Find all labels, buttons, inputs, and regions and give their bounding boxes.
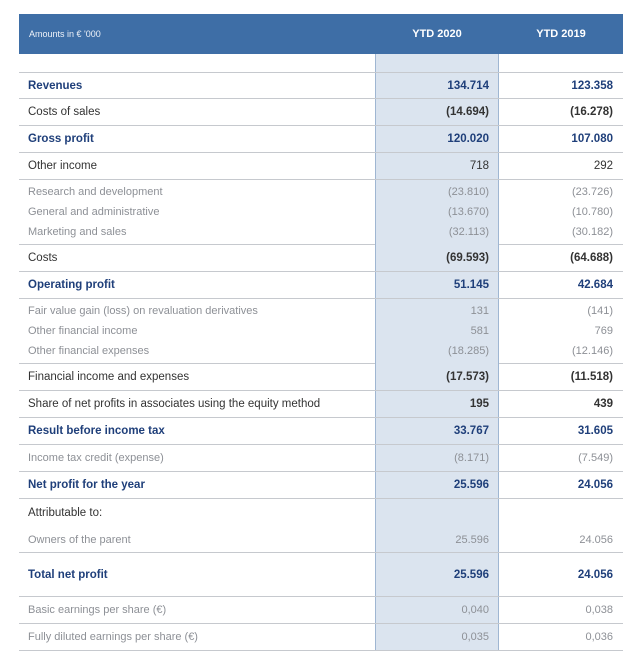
value-2020: (13.670) bbox=[448, 206, 489, 218]
row-label: Operating profit bbox=[28, 279, 115, 291]
row-label: Net profit for the year bbox=[28, 479, 145, 491]
value-2019: 24.056 bbox=[579, 533, 613, 546]
row-label: Research and development bbox=[28, 186, 163, 198]
row-label: Costs bbox=[28, 252, 58, 264]
column-header-2020: YTD 2020 bbox=[412, 28, 462, 40]
value-2020: 33.767 bbox=[453, 425, 489, 437]
row-label: Costs of sales bbox=[28, 106, 101, 118]
value-2019: (23.726) bbox=[572, 186, 613, 198]
row-fair-value-gain: Fair value gain (loss) on revaluation de… bbox=[19, 301, 623, 321]
value-2020: 581 bbox=[470, 325, 489, 337]
table-header: Amounts in € '000 YTD 2020 YTD 2019 bbox=[19, 14, 623, 54]
row-share-associates: Share of net profits in associates using… bbox=[19, 391, 623, 418]
financial-breakdown-group: Fair value gain (loss) on revaluation de… bbox=[19, 299, 623, 364]
row-result-before-tax: Result before income tax 33.767 31.605 bbox=[19, 418, 623, 445]
value-2019: 24.056 bbox=[577, 568, 613, 581]
column-header-2019: YTD 2019 bbox=[536, 28, 586, 40]
row-diluted-eps: Fully diluted earnings per share (€) 0,0… bbox=[19, 624, 623, 651]
income-statement-table: Amounts in € '000 YTD 2020 YTD 2019 Reve… bbox=[19, 14, 623, 651]
row-label: Result before income tax bbox=[28, 425, 165, 437]
value-2020: 25.596 bbox=[453, 479, 489, 491]
row-label: Attributable to: bbox=[28, 507, 103, 519]
row-basic-eps: Basic earnings per share (€) 0,040 0,038 bbox=[19, 597, 623, 624]
value-2020: 120.020 bbox=[447, 133, 489, 145]
row-operating-profit: Operating profit 51.145 42.684 bbox=[19, 272, 623, 299]
value-2019: 0,036 bbox=[585, 631, 613, 643]
value-2020: 0,035 bbox=[461, 631, 489, 643]
value-2020: (18.285) bbox=[448, 345, 489, 357]
table-body: Revenues 134.714 123.358 Costs of sales … bbox=[19, 54, 623, 651]
row-costs-of-sales: Costs of sales (14.694) (16.278) bbox=[19, 99, 623, 126]
value-2019: 769 bbox=[594, 325, 613, 337]
value-2020: (17.573) bbox=[446, 371, 489, 383]
row-label: Fully diluted earnings per share (€) bbox=[28, 631, 198, 643]
value-2020: (23.810) bbox=[448, 186, 489, 198]
value-2020: 25.596 bbox=[453, 568, 489, 581]
value-2020: 25.596 bbox=[455, 533, 489, 546]
row-label: Financial income and expenses bbox=[28, 371, 190, 383]
row-label: Other financial expenses bbox=[28, 345, 150, 357]
row-label: Share of net profits in associates using… bbox=[28, 398, 321, 410]
value-2019: 292 bbox=[593, 160, 613, 172]
value-2020: (32.113) bbox=[448, 226, 489, 238]
row-label: Total net profit bbox=[28, 568, 108, 581]
row-marketing-sales: Marketing and sales (32.113) (30.182) bbox=[19, 222, 623, 242]
row-gross-profit: Gross profit 120.020 107.080 bbox=[19, 126, 623, 153]
value-2019: 0,038 bbox=[585, 604, 613, 616]
value-2020: 134.714 bbox=[447, 79, 489, 92]
row-costs: Costs (69.593) (64.688) bbox=[19, 245, 623, 272]
value-2020: 51.145 bbox=[453, 279, 489, 291]
value-2019: 31.605 bbox=[577, 425, 613, 437]
row-other-income: Other income 718 292 bbox=[19, 153, 623, 180]
row-label: Income tax credit (expense) bbox=[28, 452, 164, 464]
row-net-profit: Net profit for the year 25.596 24.056 bbox=[19, 472, 623, 499]
amounts-unit-label: Amounts in € '000 bbox=[29, 29, 101, 39]
row-other-financial-expenses: Other financial expenses (18.285) (12.14… bbox=[19, 341, 623, 361]
value-2019: 42.684 bbox=[577, 279, 613, 291]
row-label: Fair value gain (loss) on revaluation de… bbox=[28, 305, 258, 317]
value-2020: 0,040 bbox=[461, 604, 489, 616]
row-label: Other income bbox=[28, 160, 98, 172]
value-2020: 195 bbox=[469, 398, 489, 410]
value-2019: (11.518) bbox=[570, 371, 613, 383]
value-2019: (16.278) bbox=[570, 106, 613, 118]
value-2019: (7.549) bbox=[578, 452, 613, 464]
cost-breakdown-group: Research and development (23.810) (23.72… bbox=[19, 180, 623, 245]
value-2019: 123.358 bbox=[571, 79, 613, 92]
value-2020: 718 bbox=[469, 160, 489, 172]
row-revenues: Revenues 134.714 123.358 bbox=[19, 72, 623, 99]
value-2020: (8.171) bbox=[454, 452, 489, 464]
value-2020: (14.694) bbox=[446, 106, 489, 118]
row-label: Other financial income bbox=[28, 325, 138, 337]
value-2020: (69.593) bbox=[446, 252, 489, 264]
row-label: Owners of the parent bbox=[28, 533, 131, 546]
value-2019: (141) bbox=[587, 305, 613, 317]
ytd-2020-column-highlight bbox=[375, 54, 499, 651]
row-financial-income-expenses: Financial income and expenses (17.573) (… bbox=[19, 364, 623, 391]
row-other-financial-income: Other financial income 581 769 bbox=[19, 321, 623, 341]
row-label: Revenues bbox=[28, 79, 83, 92]
row-research-development: Research and development (23.810) (23.72… bbox=[19, 182, 623, 202]
value-2019: 24.056 bbox=[577, 479, 613, 491]
row-total-net-profit: Total net profit 25.596 24.056 bbox=[19, 553, 623, 597]
row-income-tax: Income tax credit (expense) (8.171) (7.5… bbox=[19, 445, 623, 472]
value-2019: (64.688) bbox=[570, 252, 613, 264]
value-2019: (30.182) bbox=[572, 226, 613, 238]
row-attributable-to: Attributable to: bbox=[19, 499, 623, 527]
value-2019: (12.146) bbox=[572, 345, 613, 357]
row-owners-parent: Owners of the parent 25.596 24.056 bbox=[19, 527, 623, 553]
row-general-administrative: General and administrative (13.670) (10.… bbox=[19, 202, 623, 222]
value-2019: 107.080 bbox=[571, 133, 613, 145]
row-label: Basic earnings per share (€) bbox=[28, 604, 167, 616]
value-2020: 131 bbox=[470, 305, 489, 317]
row-label: General and administrative bbox=[28, 206, 160, 218]
spacer-row bbox=[19, 54, 623, 72]
value-2019: (10.780) bbox=[572, 206, 613, 218]
row-label: Marketing and sales bbox=[28, 226, 127, 238]
value-2019: 439 bbox=[593, 398, 613, 410]
row-label: Gross profit bbox=[28, 133, 94, 145]
